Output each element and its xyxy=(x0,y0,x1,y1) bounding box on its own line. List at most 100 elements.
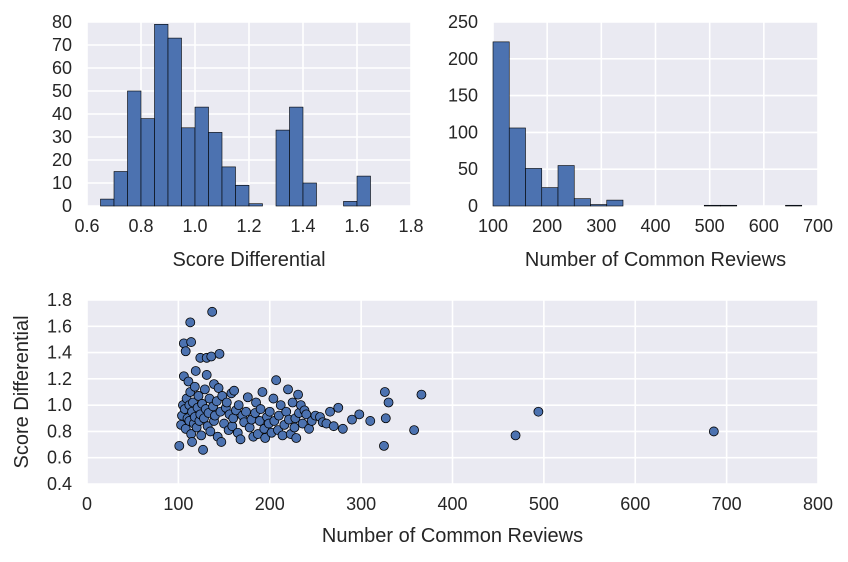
scatter-point xyxy=(241,406,251,417)
scatter-point xyxy=(328,421,339,432)
scatter-point xyxy=(383,397,394,408)
x-tick-label: 400 xyxy=(640,216,670,236)
y-tick-label: 10 xyxy=(52,173,72,193)
histogram-bar xyxy=(606,199,624,207)
histogram-bar xyxy=(181,127,196,207)
histogram-bar xyxy=(248,203,263,207)
gridlines xyxy=(86,299,819,485)
y-tick-label: 100 xyxy=(448,122,478,142)
scatter-point xyxy=(533,406,544,417)
y-tick-label: 80 xyxy=(52,12,72,32)
y-tick-label: 20 xyxy=(52,150,72,170)
x-tick-label: 1.8 xyxy=(398,216,423,236)
histogram-bar xyxy=(720,204,738,207)
y-tick-label: 0 xyxy=(468,196,478,216)
histogram-bar xyxy=(590,204,608,207)
scatter-point xyxy=(277,430,288,441)
x-axis-label: Number of Common Reviews xyxy=(525,249,786,271)
y-tick-label: 30 xyxy=(52,127,72,147)
scatter-point xyxy=(337,423,348,434)
histogram-bar xyxy=(113,171,128,207)
y-tick-label: 0 xyxy=(62,196,72,216)
scatter-point xyxy=(205,426,216,437)
scatter-point xyxy=(196,430,207,441)
x-tick-label: 800 xyxy=(803,494,833,514)
scatter-point xyxy=(347,414,357,425)
histogram-bar xyxy=(235,185,250,207)
scatter-point xyxy=(293,389,303,400)
x-tick-label: 600 xyxy=(749,216,779,236)
scatter-point xyxy=(275,400,286,411)
histogram-bars xyxy=(100,23,371,207)
scatter-point xyxy=(217,391,228,401)
histogram-bar xyxy=(194,106,209,207)
scatter-point xyxy=(229,385,240,396)
y-axis-label: Score Differential xyxy=(11,315,33,468)
y-tick-label: 1.0 xyxy=(47,395,72,415)
scatter-point xyxy=(244,422,255,433)
scatter-point xyxy=(193,391,204,401)
scatter-point xyxy=(708,426,719,437)
y-tick-label: 200 xyxy=(448,49,478,69)
y-tick-label: 0.8 xyxy=(47,421,72,441)
x-tick-label: 1.6 xyxy=(344,216,369,236)
scatter-point xyxy=(255,404,266,414)
scatter-point xyxy=(206,351,217,362)
scatter-points xyxy=(174,306,719,455)
scatter-point xyxy=(201,370,212,380)
x-tick-label: 200 xyxy=(255,494,285,514)
scatter-point xyxy=(221,397,232,408)
histogram-bar xyxy=(140,118,155,207)
scatter-point xyxy=(198,444,208,455)
histogram-bar xyxy=(557,165,575,207)
x-tick-label: 0.8 xyxy=(128,216,153,236)
tick-labels: 0.6 0.8 1.0 1.2 1.4 1.6 1.8 0 10 20 30 40 50 60 70 80 xyxy=(52,12,424,236)
histogram-common-reviews: 100 200 300 400 500 600 700 0 50 100 150 200 250 Num… xyxy=(448,12,833,271)
scatter-point xyxy=(297,418,308,429)
scatter-point xyxy=(268,393,279,404)
histogram-bar xyxy=(508,127,526,207)
y-tick-label: 50 xyxy=(52,81,72,101)
scatter-point xyxy=(380,413,391,424)
scatter-point xyxy=(216,437,227,447)
scatter-point xyxy=(379,440,389,451)
scatter-point xyxy=(264,406,275,417)
histogram-bar xyxy=(275,129,290,207)
scatter-point xyxy=(325,406,335,417)
x-tick-label: 1.0 xyxy=(182,216,207,236)
scatter-point xyxy=(251,397,261,408)
scatter-point xyxy=(257,387,268,397)
histogram-bar xyxy=(703,204,721,207)
scatter-point xyxy=(365,416,376,426)
y-tick-label: 1.2 xyxy=(47,369,72,389)
scatter-point xyxy=(233,400,244,411)
histogram-bar xyxy=(302,182,317,207)
scatter-point xyxy=(187,437,197,447)
histogram-bars xyxy=(492,41,803,207)
scatter-point xyxy=(289,422,300,433)
x-tick-label: 500 xyxy=(695,216,725,236)
x-tick-label: 200 xyxy=(532,216,562,236)
y-tick-label: 0.4 xyxy=(47,474,72,494)
gridlines xyxy=(492,21,819,207)
scatter-point xyxy=(214,348,225,359)
scatter-point xyxy=(189,381,200,392)
histogram-bar xyxy=(127,90,142,207)
scatter-point xyxy=(291,433,302,443)
y-tick-label: 70 xyxy=(52,35,72,55)
scatter-point xyxy=(235,434,246,445)
x-tick-label: 700 xyxy=(712,494,742,514)
histogram-bar xyxy=(154,23,169,207)
histogram-bar xyxy=(289,106,304,207)
y-tick-label: 60 xyxy=(52,58,72,78)
histogram-bar xyxy=(100,198,115,207)
scatter-point xyxy=(207,306,218,317)
x-tick-label: 400 xyxy=(437,494,467,514)
histogram-bar xyxy=(221,166,236,207)
scatter-point xyxy=(185,317,196,328)
x-tick-label: 1.2 xyxy=(236,216,261,236)
scatter-point xyxy=(183,376,194,387)
scatter-point xyxy=(510,430,521,441)
scatter-point xyxy=(174,440,185,451)
